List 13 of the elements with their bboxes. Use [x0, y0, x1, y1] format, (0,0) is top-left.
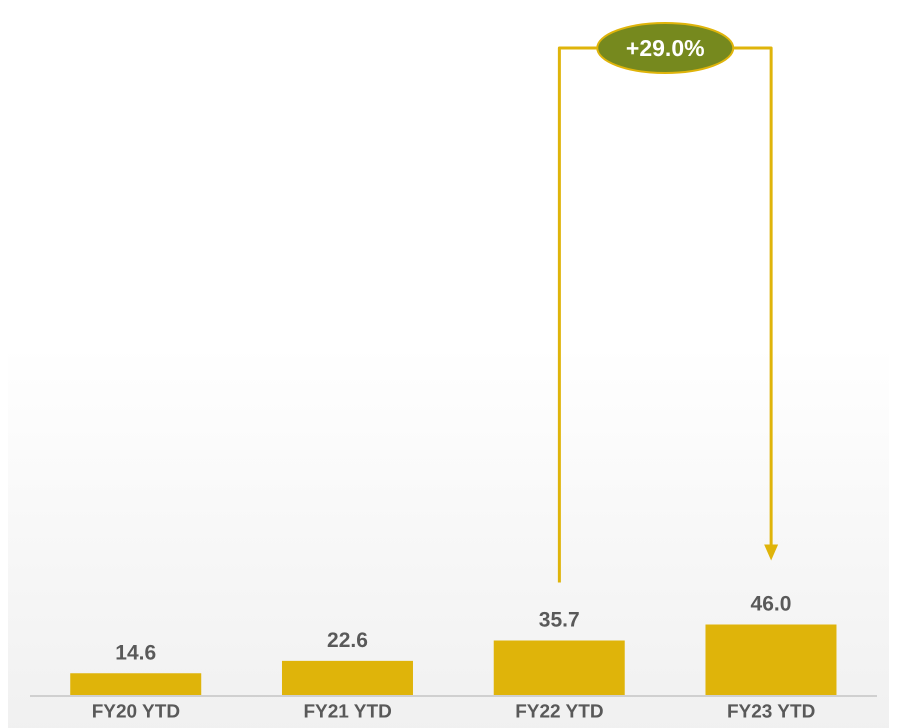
bar	[282, 660, 413, 696]
x-tick-label: FY23 YTD	[726, 701, 816, 722]
text: +29.0%	[626, 35, 705, 61]
data-label: 35.7	[538, 608, 580, 632]
x-tick-label: FY20 YTD	[92, 701, 180, 722]
data-label: 22.6	[327, 628, 368, 652]
data-label: 14.6	[115, 641, 156, 664]
x-tick-label: FY22 YTD	[515, 701, 604, 722]
bar	[705, 624, 836, 696]
data-label: 46.0	[750, 592, 792, 616]
x-tick-label: FY21 YTD	[303, 701, 392, 722]
bar	[70, 673, 202, 696]
bar	[494, 640, 625, 696]
